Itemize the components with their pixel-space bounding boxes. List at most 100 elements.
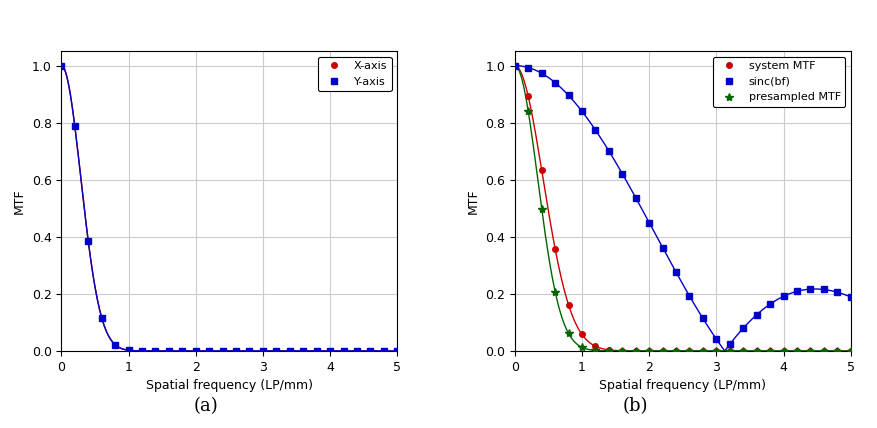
sinc(bf) — [577, 109, 588, 114]
X-axis — [298, 348, 309, 354]
Y-axis — [244, 348, 254, 354]
sinc(bf) — [684, 294, 695, 299]
X-axis — [83, 239, 94, 244]
system MTF — [631, 348, 641, 354]
Y-axis — [83, 239, 94, 244]
presampled MTF — [510, 63, 520, 68]
system MTF — [510, 63, 520, 68]
X-axis — [258, 348, 268, 354]
sinc(bf) — [805, 287, 816, 292]
Text: (b): (b) — [623, 397, 649, 415]
system MTF — [752, 348, 762, 354]
system MTF — [684, 348, 695, 354]
presampled MTF — [590, 348, 601, 353]
system MTF — [697, 348, 708, 354]
Y-axis — [124, 348, 134, 353]
Y-axis — [110, 342, 120, 347]
presampled MTF — [671, 348, 681, 354]
system MTF — [765, 348, 775, 354]
system MTF — [523, 94, 533, 99]
system MTF — [738, 348, 748, 354]
presampled MTF — [577, 345, 588, 350]
system MTF — [805, 348, 816, 354]
Line: sinc(bf): sinc(bf) — [511, 62, 854, 348]
Y-axis — [352, 348, 362, 354]
Y-axis — [190, 348, 201, 354]
system MTF — [792, 348, 802, 354]
Y-axis — [177, 348, 188, 354]
system MTF — [563, 302, 574, 307]
presampled MTF — [537, 206, 547, 211]
sinc(bf) — [845, 294, 856, 300]
presampled MTF — [631, 348, 641, 354]
X-axis — [217, 348, 228, 354]
X-axis — [324, 348, 335, 354]
X-axis — [164, 348, 175, 354]
sinc(bf) — [724, 342, 735, 347]
Line: X-axis: X-axis — [59, 63, 400, 354]
X-axis — [124, 348, 134, 353]
system MTF — [590, 344, 601, 349]
X-axis — [339, 348, 349, 354]
sinc(bf) — [671, 270, 681, 275]
X-axis — [284, 348, 295, 354]
Y-axis — [258, 348, 268, 354]
X-axis — [96, 315, 107, 320]
sinc(bf) — [644, 220, 654, 225]
X-axis — [204, 348, 215, 354]
sinc(bf) — [563, 93, 574, 98]
X-axis — [352, 348, 362, 354]
presampled MTF — [617, 348, 628, 354]
system MTF — [550, 246, 560, 251]
X-axis — [190, 348, 201, 354]
Y-axis — [164, 348, 175, 354]
system MTF — [832, 348, 843, 354]
Y-axis — [392, 348, 403, 354]
presampled MTF — [523, 109, 533, 114]
presampled MTF — [724, 348, 735, 354]
X-axis — [69, 124, 80, 129]
presampled MTF — [738, 348, 748, 354]
sinc(bf) — [818, 287, 829, 292]
presampled MTF — [792, 348, 802, 354]
system MTF — [845, 348, 856, 354]
Line: presampled MTF: presampled MTF — [510, 62, 855, 355]
sinc(bf) — [590, 128, 601, 133]
Y-axis — [339, 348, 349, 354]
Y-axis — [217, 348, 228, 354]
Y-axis label: MTF: MTF — [13, 188, 26, 214]
Y-axis — [324, 348, 335, 354]
system MTF — [711, 348, 722, 354]
presampled MTF — [644, 348, 654, 354]
sinc(bf) — [711, 336, 722, 342]
Y-axis — [298, 348, 309, 354]
X-axis — [56, 63, 67, 68]
sinc(bf) — [523, 65, 533, 70]
presampled MTF — [697, 348, 708, 354]
X-axis — [231, 348, 241, 354]
X-axis — [110, 342, 120, 347]
Y-axis — [379, 348, 389, 354]
sinc(bf) — [550, 80, 560, 85]
sinc(bf) — [631, 195, 641, 200]
sinc(bf) — [765, 301, 775, 306]
Y-axis label: MTF: MTF — [467, 188, 480, 214]
presampled MTF — [845, 348, 856, 354]
X-axis — [244, 348, 254, 354]
Y-axis — [69, 124, 80, 129]
sinc(bf) — [603, 149, 614, 154]
system MTF — [671, 348, 681, 354]
system MTF — [818, 348, 829, 354]
sinc(bf) — [778, 294, 788, 299]
Y-axis — [271, 348, 282, 354]
Y-axis — [365, 348, 375, 354]
Y-axis — [56, 63, 67, 68]
system MTF — [617, 348, 628, 354]
Text: (a): (a) — [194, 397, 218, 415]
presampled MTF — [818, 348, 829, 354]
presampled MTF — [765, 348, 775, 354]
Legend: X-axis, Y-axis: X-axis, Y-axis — [318, 57, 392, 91]
Y-axis — [231, 348, 241, 354]
X-axis label: Spatial frequency (LP/mm): Spatial frequency (LP/mm) — [599, 379, 766, 392]
presampled MTF — [563, 331, 574, 336]
